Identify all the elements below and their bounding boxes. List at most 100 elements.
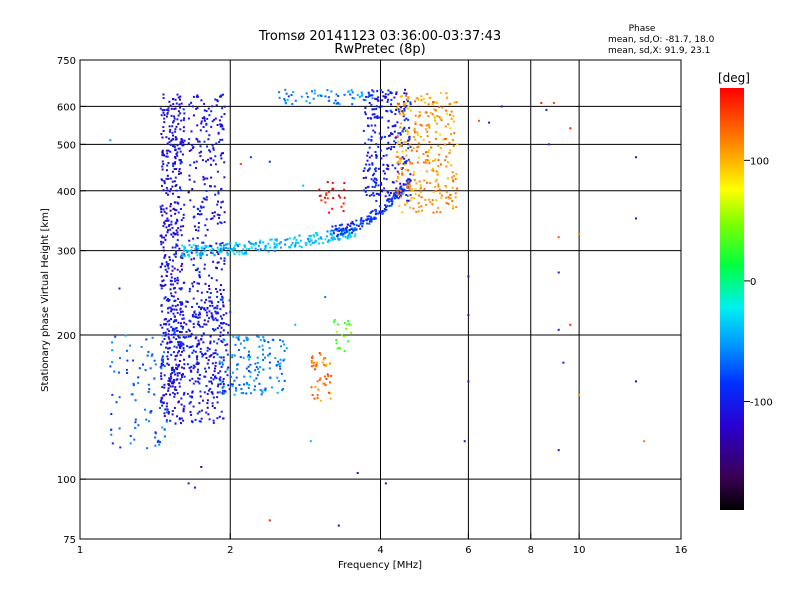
echo-point: [169, 380, 172, 383]
phase-stats-o: mean, sd,O: -81.7, 18.0: [608, 35, 715, 45]
echo-point: [316, 396, 319, 399]
echo-point: [260, 393, 263, 396]
echo-point: [325, 192, 328, 195]
echo-point: [562, 361, 565, 364]
echo-point: [165, 115, 168, 118]
echo-point: [380, 182, 382, 184]
echo-point: [333, 238, 336, 240]
echo-point: [177, 96, 180, 99]
echo-point: [350, 89, 353, 92]
echo-point: [216, 391, 219, 394]
echo-point: [419, 135, 422, 138]
echo-point: [216, 385, 219, 388]
echo-point: [197, 368, 199, 371]
echo-point: [414, 121, 417, 124]
echo-point: [125, 349, 128, 352]
echo-point: [254, 247, 257, 250]
echo-point: [284, 239, 287, 241]
echo-point: [222, 313, 225, 316]
echo-point: [355, 228, 358, 231]
echo-point: [397, 177, 399, 180]
echo-point: [343, 229, 346, 231]
echo-point: [324, 95, 327, 98]
echo-point: [439, 163, 442, 166]
echo-point: [175, 326, 178, 329]
echo-point: [429, 201, 432, 204]
echo-point: [213, 211, 216, 214]
echo-point: [374, 184, 377, 187]
echo-point: [445, 92, 448, 95]
echo-point: [193, 257, 196, 260]
echo-point: [118, 396, 121, 399]
echo-point: [179, 98, 181, 101]
echo-point: [313, 397, 316, 400]
echo-point: [222, 338, 225, 341]
echo-point: [234, 241, 237, 244]
echo-point: [169, 128, 172, 131]
echo-point: [174, 299, 177, 302]
echo-point: [263, 340, 266, 343]
echo-point: [137, 424, 140, 427]
echo-point: [178, 168, 181, 170]
echo-point: [162, 241, 165, 244]
echo-point: [399, 189, 402, 192]
echo-point: [198, 305, 200, 308]
echo-point: [409, 173, 412, 176]
echo-point: [403, 126, 406, 129]
echo-point: [643, 440, 646, 443]
echo-point: [231, 356, 234, 359]
echo-point: [331, 207, 334, 210]
echo-point: [167, 387, 170, 390]
echo-point: [180, 311, 182, 313]
phase-stats-x: mean, sd,X: 91.9, 23.1: [608, 46, 710, 56]
y-axis-label: Stationary phase Virtual Height [km]: [40, 208, 51, 392]
echo-point: [206, 399, 209, 402]
echo-point: [216, 401, 219, 404]
echo-point: [268, 347, 271, 349]
echo-point: [172, 351, 175, 354]
echo-point: [175, 367, 178, 370]
echo-point: [160, 398, 163, 401]
echo-point: [162, 279, 165, 282]
echo-point: [397, 140, 400, 143]
echo-point: [217, 261, 220, 264]
echo-point: [153, 393, 156, 396]
echo-point: [418, 206, 421, 209]
echo-point: [177, 297, 180, 300]
echo-point: [187, 335, 190, 338]
echo-point: [221, 363, 224, 366]
echo-point: [168, 137, 171, 140]
echo-point: [225, 312, 228, 315]
echo-point: [413, 129, 416, 132]
colorbar-unit: [deg]: [718, 71, 750, 85]
echo-point: [231, 354, 234, 357]
echo-point: [182, 216, 185, 219]
echo-point: [169, 283, 172, 286]
echo-point: [206, 346, 209, 349]
echo-point: [238, 253, 241, 256]
echo-point: [169, 340, 172, 343]
echo-point: [258, 382, 261, 385]
echo-point: [384, 96, 387, 98]
echo-point: [202, 175, 205, 178]
echo-point: [179, 354, 182, 357]
echo-point: [431, 199, 434, 202]
echo-point: [307, 237, 309, 240]
echo-point: [401, 173, 404, 175]
echo-point: [398, 112, 401, 115]
echo-point: [435, 210, 438, 213]
echo-point: [415, 211, 418, 213]
echo-point: [362, 129, 365, 132]
echo-point: [216, 304, 219, 307]
echo-point: [245, 381, 248, 384]
echo-point: [360, 217, 363, 219]
echo-point: [169, 375, 172, 378]
echo-point: [420, 205, 423, 208]
echo-point: [405, 104, 408, 107]
echo-point: [179, 189, 182, 192]
echo-point: [417, 210, 420, 213]
echo-point: [201, 325, 204, 328]
echo-point: [161, 109, 164, 112]
echo-point: [402, 192, 405, 195]
echo-point: [342, 210, 345, 213]
